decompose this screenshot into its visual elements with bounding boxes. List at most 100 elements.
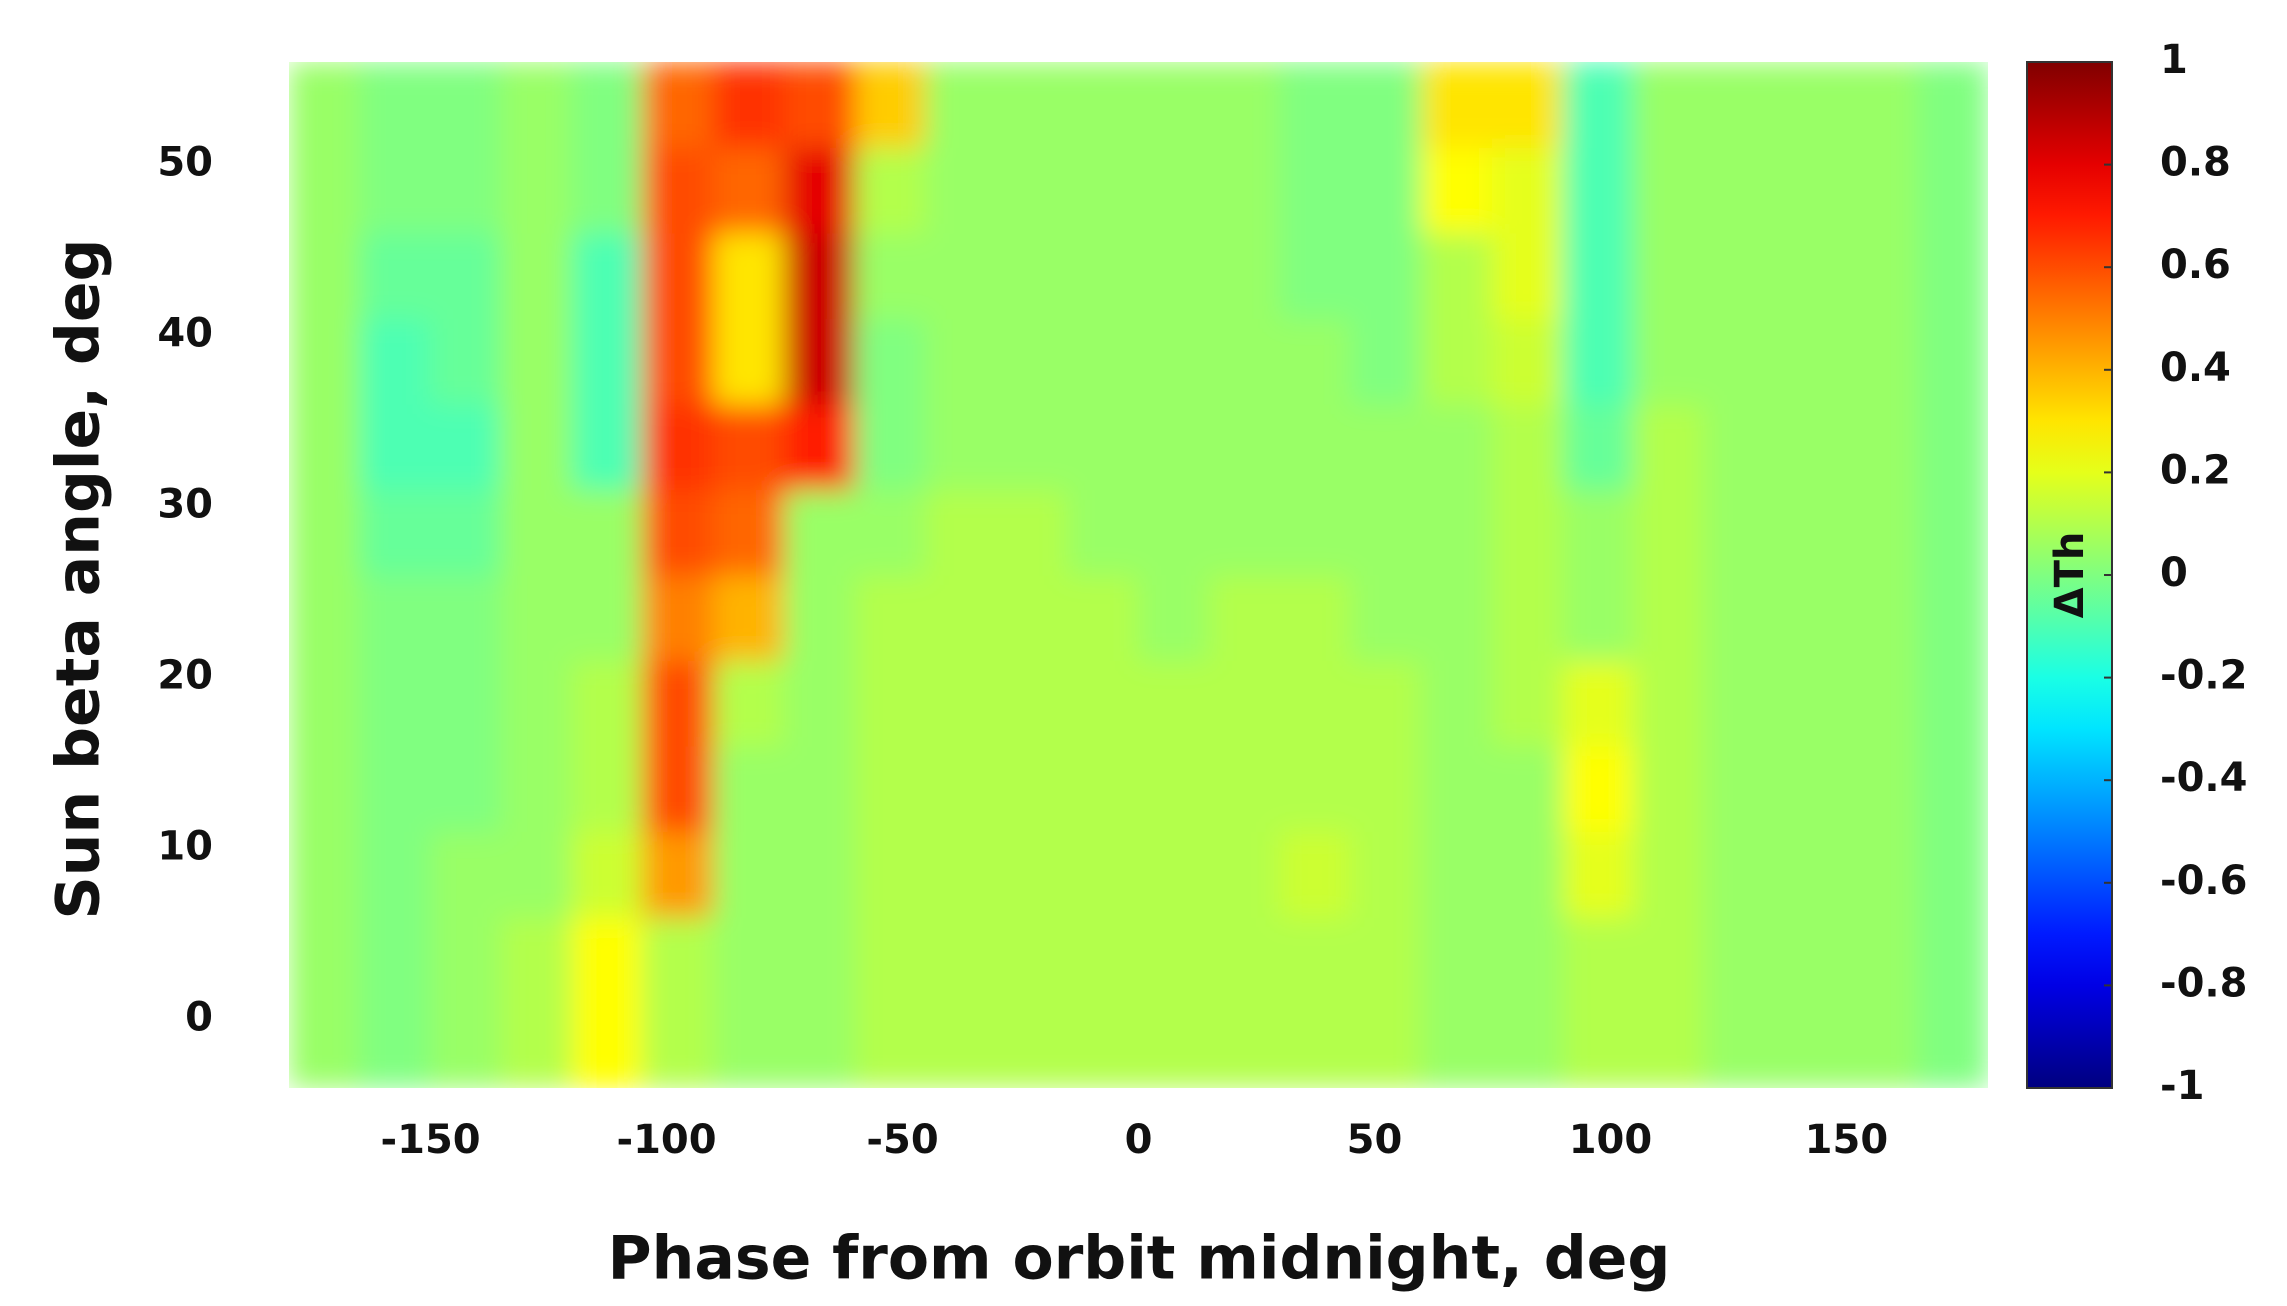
y-axis-title: Sun beta angle, deg (44, 239, 114, 920)
heatmap-cell (1633, 232, 1706, 319)
heatmap-cell (289, 147, 361, 234)
colorbar-tick-label: 0.2 (2160, 447, 2231, 493)
x-axis-title: Phase from orbit midnight, deg (608, 1224, 1671, 1294)
colorbar-tick-label: -0.8 (2160, 960, 2247, 1006)
colorbar-tick-label: 0.4 (2160, 345, 2231, 391)
heatmap-cell (430, 232, 502, 319)
heatmap-cell (784, 831, 856, 918)
heatmap-cell (925, 1002, 998, 1088)
heatmap-cell (854, 62, 927, 148)
heatmap-cell (1208, 403, 1281, 490)
heatmap-cell (1633, 1002, 1706, 1088)
heatmap-cell (1562, 489, 1635, 576)
heatmap-cell (1067, 232, 1139, 319)
heatmap-cell (359, 745, 432, 832)
heatmap-cell (642, 489, 715, 576)
heatmap-cell (1562, 232, 1635, 319)
heatmap-cell (500, 318, 573, 405)
heatmap-cell (1562, 62, 1635, 148)
heatmap-cell (854, 489, 927, 576)
heatmap-cell (1775, 831, 1847, 918)
heatmap-cell (996, 147, 1069, 234)
heatmap-cell (1916, 318, 1988, 405)
heatmap-cell (500, 574, 573, 661)
heatmap-cell (1916, 62, 1988, 148)
heatmap-cell (784, 489, 856, 576)
heatmap-cell (1279, 1002, 1352, 1088)
heatmap-cell (1633, 660, 1706, 747)
heatmap-cell (1491, 147, 1564, 234)
heatmap-cell (571, 403, 644, 490)
heatmap-cell (1916, 147, 1988, 234)
heatmap-cell (1067, 147, 1139, 234)
heatmap-cell (784, 232, 856, 319)
heatmap-cell (713, 745, 786, 832)
heatmap-cell (784, 403, 856, 490)
heatmap-cell (359, 916, 432, 1003)
x-tick-label: 0 (1125, 1117, 1153, 1163)
heatmap-cell (1138, 831, 1210, 918)
heatmap-cell (500, 831, 573, 918)
x-tick-label: 100 (1569, 1117, 1653, 1163)
heatmap-cell (1562, 147, 1635, 234)
heatmap-cell (1138, 489, 1210, 576)
heatmap-cell (1775, 745, 1847, 832)
heatmap-cell (1775, 232, 1847, 319)
heatmap-cell (1138, 745, 1210, 832)
heatmap-cell (430, 831, 502, 918)
heatmap-cell (1845, 403, 1918, 490)
heatmap-cell (1350, 831, 1423, 918)
heatmap-cell (1633, 916, 1706, 1003)
heatmap-cell (1208, 147, 1281, 234)
heatmap-cell (1633, 574, 1706, 661)
heatmap-cell (1350, 745, 1423, 832)
heatmap-cell (430, 1002, 502, 1088)
x-tick-label: 50 (1347, 1117, 1403, 1163)
heatmap-cell (925, 403, 998, 490)
heatmap-cell (925, 831, 998, 918)
colorbar-tick-label: -0.4 (2160, 755, 2247, 801)
heatmap-cell (359, 489, 432, 576)
heatmap-cell (1491, 232, 1564, 319)
heatmap-cell (1704, 660, 1777, 747)
heatmap-cell (1208, 232, 1281, 319)
heatmap-cell (1279, 403, 1352, 490)
heatmap-cell (359, 232, 432, 319)
heatmap-cell (1633, 403, 1706, 490)
x-tick-label: 150 (1805, 1117, 1889, 1163)
heatmap-cell (430, 147, 502, 234)
heatmap-cell (1562, 745, 1635, 832)
heatmap-cell (289, 660, 361, 747)
heatmap-cell (1208, 831, 1281, 918)
heatmap-cell (1067, 574, 1139, 661)
heatmap-cell (571, 62, 644, 148)
heatmap-cell (1350, 147, 1423, 234)
heatmap-cell (854, 318, 927, 405)
heatmap-cell (500, 232, 573, 319)
heatmap-cell (1421, 147, 1493, 234)
heatmap-cell (925, 62, 998, 148)
heatmap-cell (925, 147, 998, 234)
heatmap-cell (1421, 745, 1493, 832)
heatmap-cell (1350, 318, 1423, 405)
heatmap-cell (1845, 147, 1918, 234)
heatmap-cell (430, 574, 502, 661)
heatmap-cell (1421, 916, 1493, 1003)
heatmap-cell (1845, 232, 1918, 319)
heatmap-cell (996, 1002, 1069, 1088)
heatmap-cell (1704, 232, 1777, 319)
heatmap-cell (1704, 403, 1777, 490)
heatmap-cell (571, 574, 644, 661)
heatmap-cell (642, 916, 715, 1003)
heatmap-cell (500, 916, 573, 1003)
heatmap-cell (1491, 62, 1564, 148)
heatmap-cell (1775, 660, 1847, 747)
heatmap-cell (925, 318, 998, 405)
x-tick-label: -100 (617, 1117, 717, 1163)
heatmap-cell (500, 147, 573, 234)
heatmap-cell (854, 745, 927, 832)
heatmap-cell (571, 318, 644, 405)
heatmap-cell (1562, 318, 1635, 405)
heatmap-cell (1138, 318, 1210, 405)
heatmap-cell (571, 660, 644, 747)
